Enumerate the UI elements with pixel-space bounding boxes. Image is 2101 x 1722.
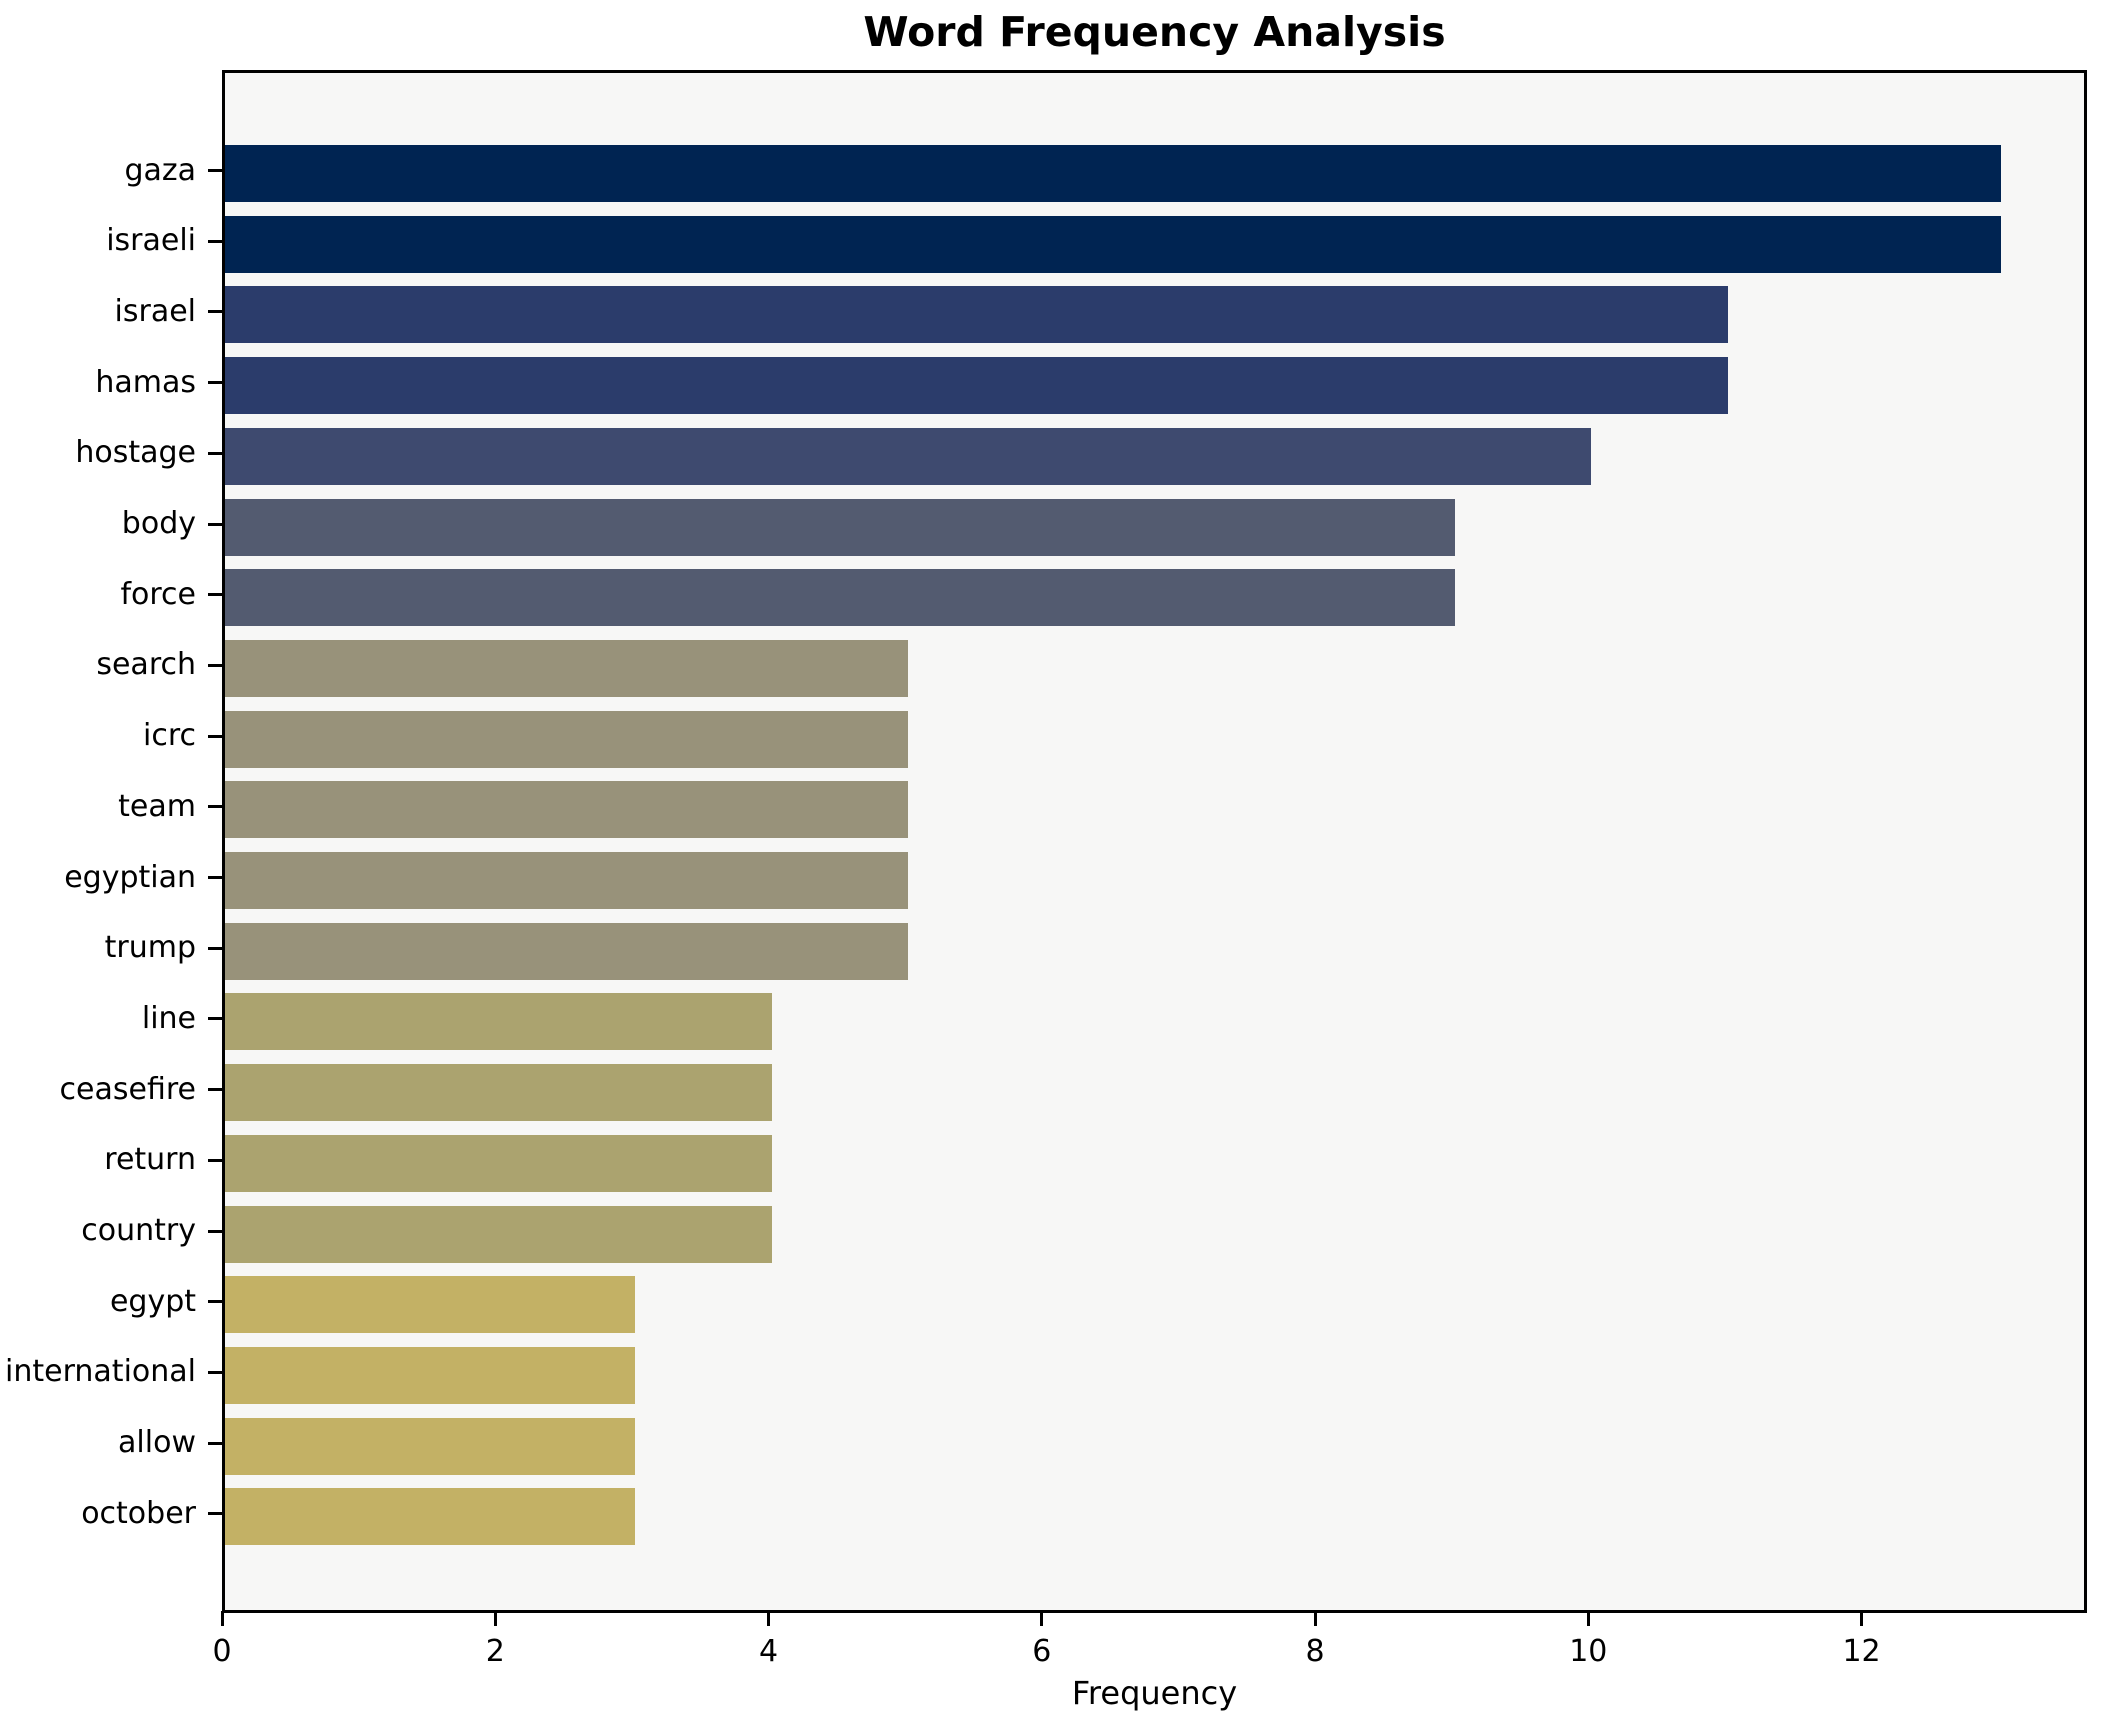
x-axis-tick-label: 6: [1032, 1634, 1052, 1669]
bar-israel: [225, 286, 1728, 344]
y-axis-tick: [208, 663, 222, 667]
x-axis-tick: [220, 1611, 224, 1626]
x-axis-title: Frequency: [1071, 1674, 1238, 1712]
x-axis-tick-label: 2: [485, 1634, 505, 1669]
chart-title: Word Frequency Analysis: [863, 8, 1446, 56]
y-axis-label-hamas: hamas: [95, 364, 196, 400]
y-axis-tick: [208, 1300, 222, 1304]
y-axis-tick: [208, 1512, 222, 1516]
bar-body: [225, 498, 1455, 556]
y-axis-tick: [208, 1158, 222, 1162]
y-axis-label-force: force: [120, 576, 196, 612]
y-axis-tick: [208, 1088, 222, 1092]
bar-hamas: [225, 357, 1728, 415]
y-axis-tick: [208, 451, 222, 455]
x-axis-tick-label: 12: [1842, 1634, 1881, 1669]
x-axis-tick: [1586, 1611, 1590, 1626]
y-axis-label-line: line: [141, 1000, 196, 1036]
y-axis-tick: [208, 876, 222, 879]
y-axis-tick: [208, 1441, 222, 1445]
y-axis-tick: [208, 1370, 222, 1374]
y-axis-label-trump: trump: [104, 930, 196, 966]
bar-country: [225, 1205, 772, 1263]
x-axis-tick-label: 4: [758, 1634, 779, 1669]
y-axis-label-egypt: egypt: [109, 1283, 196, 1319]
y-axis-label-return: return: [104, 1142, 196, 1178]
bar-search: [225, 639, 908, 697]
y-axis-label-international: international: [5, 1354, 196, 1390]
bar-ceasefire: [225, 1064, 772, 1122]
y-axis-tick: [208, 1017, 222, 1021]
y-axis-tick: [208, 805, 222, 809]
y-axis-label-october: october: [81, 1495, 196, 1531]
y-axis-label-gaza: gaza: [124, 152, 196, 188]
y-axis-tick: [208, 946, 222, 950]
y-axis-tick: [208, 310, 222, 314]
y-axis-label-allow: allow: [118, 1425, 196, 1461]
y-axis-label-search: search: [96, 647, 196, 683]
plot-area: [222, 70, 2087, 1613]
y-axis-tick: [208, 593, 222, 597]
bar-icrc: [225, 710, 908, 768]
x-axis-tick-label: 0: [212, 1634, 232, 1669]
bar-allow: [225, 1417, 635, 1475]
x-axis-tick: [1313, 1611, 1317, 1626]
x-axis-tick-label: 8: [1305, 1634, 1325, 1669]
y-axis-label-israeli: israeli: [106, 223, 196, 259]
y-axis-label-hostage: hostage: [75, 435, 196, 471]
y-axis-label-israel: israel: [114, 293, 196, 329]
y-axis-tick: [208, 734, 222, 738]
bar-hostage: [225, 427, 1591, 485]
bar-force: [225, 569, 1455, 627]
x-axis-tick: [493, 1611, 497, 1626]
y-axis-label-body: body: [121, 506, 196, 541]
y-axis-label-egyptian: egyptian: [64, 859, 196, 895]
bar-israeli: [225, 215, 2001, 273]
bar-line: [225, 993, 772, 1051]
bar-gaza: [225, 145, 2001, 202]
bar-team: [225, 781, 908, 839]
bar-return: [225, 1134, 772, 1192]
bar-october: [225, 1488, 635, 1546]
bar-egyptian: [225, 852, 908, 909]
y-axis-tick: [208, 522, 222, 526]
y-axis-tick: [208, 169, 222, 172]
y-axis-label-icrc: icrc: [143, 718, 196, 754]
x-axis-tick: [1860, 1611, 1864, 1626]
x-axis-tick-label: 10: [1569, 1634, 1608, 1669]
y-axis-label-country: country: [81, 1213, 196, 1248]
y-axis-label-team: team: [118, 788, 196, 824]
y-axis-tick: [208, 381, 222, 385]
y-axis-tick: [208, 1229, 222, 1233]
x-axis-tick: [767, 1611, 771, 1626]
x-axis-tick: [1040, 1611, 1044, 1626]
bar-trump: [225, 922, 908, 980]
bar-egypt: [225, 1276, 635, 1334]
y-axis-label-ceasefire: ceasefire: [59, 1071, 196, 1107]
bar-international: [225, 1346, 635, 1404]
y-axis-tick: [208, 239, 222, 243]
